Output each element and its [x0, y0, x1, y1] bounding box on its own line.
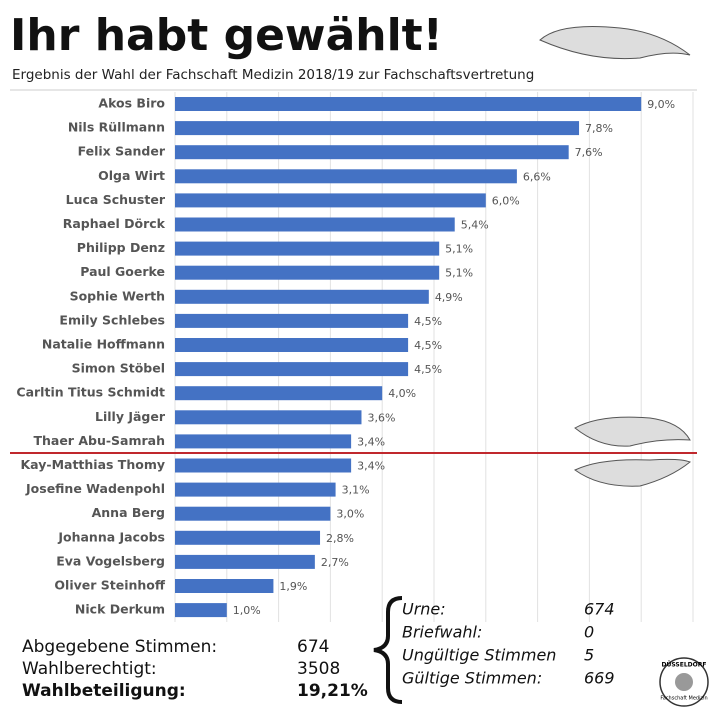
value-label: 4,5%: [414, 339, 442, 352]
category-label: Emily Schlebes: [59, 312, 165, 327]
logo-text: DÜSSELDORF: [662, 662, 707, 669]
category-label: Natalie Hoffmann: [42, 337, 165, 352]
bar: [175, 434, 352, 449]
bar: [175, 265, 440, 280]
value-label: 4,0%: [388, 387, 416, 400]
value-label: 3,6%: [367, 411, 395, 424]
value-label: 5,1%: [445, 267, 473, 280]
bar: [175, 530, 321, 545]
logo-text: Fachschaft Medizin: [660, 696, 707, 702]
bar: [175, 386, 383, 401]
bar: [175, 338, 409, 352]
category-label: Kay-Matthias Thomy: [21, 457, 166, 472]
value-label: 1,0%: [233, 604, 261, 617]
summary-label: Wahlberechtigt:: [22, 659, 157, 679]
value-label: 1,9%: [279, 580, 307, 593]
summary-value: 3508: [297, 659, 340, 679]
bar: [175, 241, 440, 256]
bar: [175, 410, 362, 425]
whale-top: [539, 26, 691, 487]
value-label: 3,4%: [357, 435, 385, 448]
ballot-value: 5: [584, 646, 594, 665]
ballot-label: Ungültige Stimmen: [402, 646, 556, 665]
bar: [175, 289, 429, 304]
value-label: 4,9%: [435, 291, 463, 304]
category-label: Johanna Jacobs: [57, 529, 165, 544]
category-label: Anna Berg: [92, 505, 165, 520]
ballot-value: 674: [584, 600, 615, 619]
bar: [175, 313, 409, 328]
ballot-label: Urne:: [402, 600, 446, 619]
bar: [175, 603, 227, 618]
value-label: 7,8%: [585, 122, 613, 135]
category-label: Josefine Wadenpohl: [25, 481, 165, 496]
bar: [175, 579, 274, 593]
summary-value: 674: [297, 637, 329, 657]
value-label: 6,0%: [492, 194, 520, 207]
brace: [373, 596, 403, 704]
value-label: 2,7%: [321, 556, 349, 569]
category-label: Nick Derkum: [75, 602, 165, 617]
value-label: 3,4%: [357, 460, 385, 473]
bar: [175, 506, 331, 521]
ballot-label: Gültige Stimmen:: [402, 669, 542, 688]
ballot-label: Briefwahl:: [402, 623, 482, 642]
category-label: Akos Biro: [98, 96, 165, 111]
bar: [175, 217, 455, 232]
bar: [175, 458, 352, 473]
category-label: Felix Sander: [78, 144, 166, 159]
value-label: 9,0%: [647, 98, 675, 111]
value-label: 2,8%: [326, 532, 354, 545]
bar: [175, 97, 642, 111]
bar: [175, 362, 409, 377]
value-label: 4,5%: [414, 315, 442, 328]
category-label: Philipp Denz: [77, 240, 165, 255]
summary-value: 19,21%: [297, 681, 368, 701]
category-label: Oliver Steinhoff: [54, 578, 165, 593]
chart-title: Ihr habt gewählt!: [10, 10, 443, 61]
bar: [175, 482, 336, 497]
category-label: Luca Schuster: [66, 192, 166, 207]
category-label: Raphael Dörck: [63, 216, 166, 231]
category-label: Sophie Werth: [70, 288, 165, 303]
value-label: 7,6%: [575, 146, 603, 159]
category-label: Simon Stöbel: [72, 361, 165, 376]
category-label: Thaer Abu-Samrah: [33, 433, 165, 448]
category-label: Paul Goerke: [80, 264, 165, 279]
category-label: Nils Rüllmann: [68, 120, 165, 135]
bar: [175, 121, 580, 136]
value-label: 5,4%: [461, 219, 489, 232]
category-label: Carltin Titus Schmidt: [16, 385, 165, 400]
summary-label: Abgegebene Stimmen:: [22, 637, 217, 657]
value-label: 6,6%: [523, 170, 551, 183]
bar: [175, 145, 569, 160]
category-label: Lilly Jäger: [95, 409, 166, 424]
summary-label: Wahlbeteiligung:: [22, 681, 186, 701]
chart-subtitle: Ergebnis der Wahl der Fachschaft Medizin…: [12, 67, 534, 83]
ballot-value: 0: [584, 623, 594, 642]
value-label: 4,5%: [414, 363, 442, 376]
category-label: Olga Wirt: [98, 168, 165, 183]
ballot-value: 669: [584, 669, 615, 688]
summary: Abgegebene Stimmen: 674 Wahlberechtigt: 350…: [22, 600, 615, 702]
value-label: 3,1%: [342, 484, 370, 497]
bar: [175, 193, 486, 208]
bars: Akos Biro 9,0% Nils Rüllmann 7,8% Felix Sand…: [16, 96, 675, 618]
value-label: 5,1%: [445, 243, 473, 256]
bar: [175, 169, 517, 184]
category-label: Eva Vogelsberg: [56, 553, 165, 568]
value-label: 3,0%: [336, 508, 364, 521]
logo: DÜSSELDORF Fachschaft Medizin: [659, 657, 709, 707]
bar: [175, 554, 315, 569]
